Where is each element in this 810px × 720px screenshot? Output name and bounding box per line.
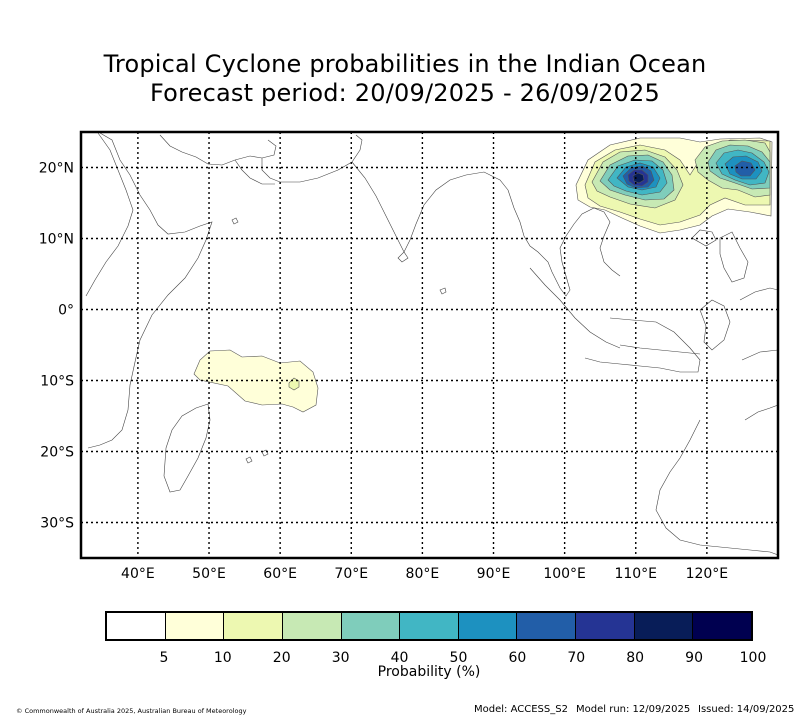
colorbar-swatch — [634, 613, 694, 639]
map-content — [81, 132, 778, 558]
longitude-label: 50°E — [192, 566, 226, 582]
colorbar-tick-label: 80 — [626, 650, 645, 666]
latitude-labels: 20°N 10°N 0° 10°S 20°S 30°S — [39, 161, 74, 532]
model-name: Model: ACCESS_S2 — [474, 704, 568, 715]
colorbar-tick-label: 40 — [390, 650, 409, 666]
map-frame — [79, 130, 780, 560]
longitude-labels: 40°E 50°E 60°E 70°E 80°E 90°E 100°E 110°E 120°E — [121, 566, 728, 582]
colorbar-tick-label: 70 — [567, 650, 586, 666]
latitude-label: 30°S — [40, 516, 74, 532]
longitude-label: 110°E — [614, 566, 657, 582]
colorbar-swatch — [693, 613, 752, 639]
colorbar-tick-label: 10 — [213, 650, 232, 666]
colorbar-tick-label: 20 — [272, 650, 291, 666]
longitude-label: 60°E — [263, 566, 297, 582]
longitude-label: 120°E — [686, 566, 729, 582]
probability-area-western-pacific — [575, 137, 773, 234]
colorbar-swatch — [165, 613, 225, 639]
latitude-label: 20°N — [39, 161, 74, 177]
colorbar-tick-label: 50 — [449, 650, 468, 666]
copyright-text: © Commonwealth of Australia 2025, Austra… — [16, 707, 247, 715]
colorbar-swatch — [282, 613, 342, 639]
colorbar-tick-label: 100 — [739, 650, 767, 666]
colorbar-swatch — [458, 613, 518, 639]
colorbar-swatch — [224, 613, 283, 639]
longitude-label: 80°E — [406, 566, 440, 582]
colorbar-tick-label: 60 — [508, 650, 527, 666]
latitude-label: 10°N — [39, 232, 74, 248]
colorbar-tick-label: 90 — [685, 650, 703, 666]
chart-title: Tropical Cyclone probabilities in the In… — [103, 50, 707, 78]
colorbar-swatch — [341, 613, 401, 639]
colorbar-swatch — [400, 613, 459, 639]
colorbar-swatch — [576, 613, 635, 639]
colorbar-label: Probability (%) — [377, 664, 481, 680]
colorbar — [105, 611, 753, 641]
longitude-label: 100°E — [543, 566, 586, 582]
colorbar-tick-label: 30 — [331, 650, 350, 666]
longitude-label: 70°E — [334, 566, 368, 582]
model-run: Model run: 12/09/2025 — [576, 704, 691, 715]
latitude-label: 10°S — [40, 374, 74, 390]
colorbar-tick-label: 5 — [159, 650, 169, 666]
coastlines — [85, 132, 778, 556]
colorbar-swatch — [107, 613, 166, 639]
colorbar-swatch — [517, 613, 577, 639]
gridlines — [81, 132, 778, 558]
longitude-label: 40°E — [121, 566, 155, 582]
issued-date: Issued: 14/09/2025 — [698, 704, 795, 715]
longitude-label: 90°E — [477, 566, 511, 582]
latitude-label: 0° — [58, 303, 74, 319]
forecast-period: Forecast period: 20/09/2025 - 26/09/2025 — [150, 79, 660, 107]
latitude-label: 20°S — [40, 445, 74, 461]
